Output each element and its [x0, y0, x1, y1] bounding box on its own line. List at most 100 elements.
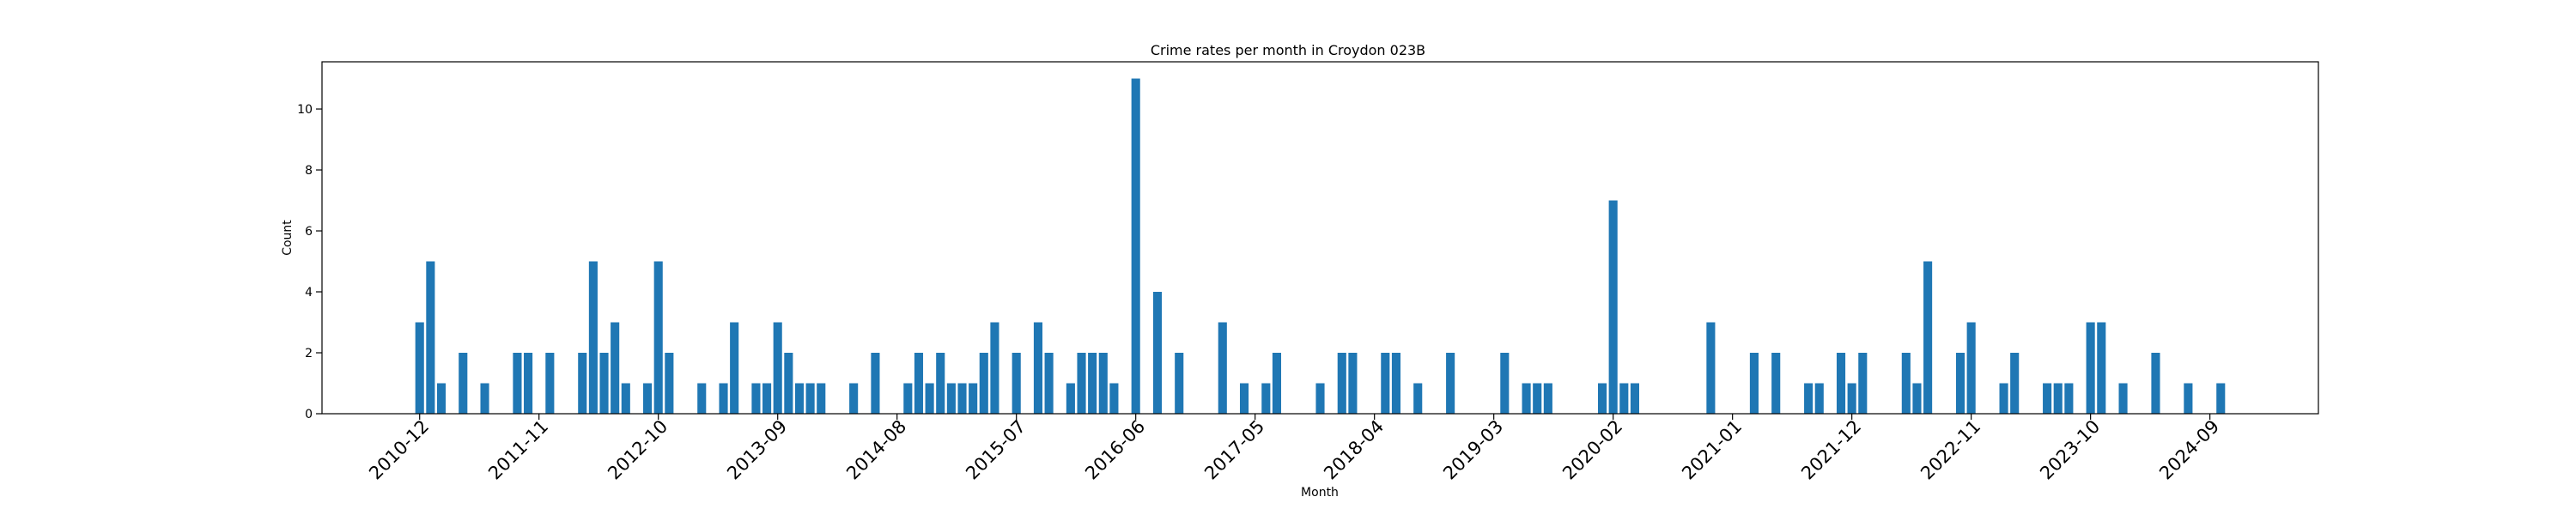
- bar: [849, 383, 859, 414]
- bar: [805, 383, 815, 414]
- bar: [1500, 353, 1510, 414]
- y-tick-label: 4: [305, 286, 313, 300]
- bar: [773, 322, 782, 414]
- x-tick-label: 2022-11: [1917, 416, 1984, 484]
- bar: [599, 353, 609, 414]
- x-tick-label: 2020-02: [1558, 416, 1626, 484]
- bar: [643, 383, 653, 414]
- x-tick-label: 2023-10: [2036, 416, 2104, 484]
- x-tick-label: 2017-05: [1200, 416, 1268, 484]
- bar: [2118, 383, 2128, 414]
- x-axis: 2010-12 2011-11 2012-10 2013-09 2014-08 2015-…: [365, 414, 2223, 484]
- x-tick-label: 2021-12: [1797, 416, 1865, 484]
- bar: [1446, 353, 1455, 414]
- bar: [2216, 383, 2226, 414]
- bar: [914, 353, 924, 414]
- bar: [1239, 383, 1249, 414]
- bar: [1804, 383, 1814, 414]
- bar: [588, 261, 598, 414]
- bar: [2097, 322, 2106, 414]
- bar: [1012, 353, 1021, 414]
- bar: [1771, 353, 1781, 414]
- bar: [784, 353, 793, 414]
- bar: [1261, 383, 1271, 414]
- bar: [1098, 353, 1108, 414]
- bar: [762, 383, 772, 414]
- bar: [1077, 353, 1086, 414]
- bar: [1923, 261, 1933, 414]
- bar: [794, 383, 805, 414]
- bar: [1706, 322, 1716, 414]
- bar: [653, 261, 663, 414]
- bar: [969, 383, 978, 414]
- bar: [946, 383, 956, 414]
- chart-title: Crime rates per month in Croydon 023B: [1151, 42, 1425, 58]
- bar: [1749, 353, 1759, 414]
- bar: [1608, 200, 1618, 414]
- bar: [436, 383, 447, 414]
- bar: [621, 383, 630, 414]
- bar: [903, 383, 913, 414]
- bar: [1175, 353, 1184, 414]
- bar: [2053, 383, 2063, 414]
- x-tick-label: 2016-06: [1081, 416, 1149, 484]
- bar: [1033, 322, 1043, 414]
- bar: [979, 353, 988, 414]
- bar: [2151, 353, 2160, 414]
- bar: [513, 353, 522, 414]
- bar: [1858, 353, 1868, 414]
- y-tick-label: 2: [305, 347, 313, 360]
- bar: [1381, 353, 1390, 414]
- bar: [1999, 383, 2008, 414]
- x-axis-label: Month: [1301, 486, 1339, 500]
- bar: [426, 261, 435, 414]
- y-tick-label: 10: [297, 103, 313, 117]
- bar: [1066, 383, 1075, 414]
- bar: [1955, 353, 1965, 414]
- bar: [1131, 78, 1140, 415]
- bar: [1619, 383, 1629, 414]
- bar: [1315, 383, 1325, 414]
- bar: [1912, 383, 1922, 414]
- bar: [1597, 383, 1607, 414]
- bar: [2086, 322, 2095, 414]
- y-tick-label: 8: [305, 164, 313, 178]
- bar: [524, 353, 533, 414]
- bar: [1836, 353, 1846, 414]
- bar: [578, 353, 587, 414]
- bar: [751, 383, 761, 414]
- bar: [990, 322, 999, 414]
- bar: [1413, 383, 1423, 414]
- x-tick-label: 2011-11: [484, 416, 552, 484]
- x-tick-label: 2013-09: [723, 416, 791, 484]
- bar: [1088, 353, 1097, 414]
- bar: [459, 353, 468, 414]
- bar: [957, 383, 967, 414]
- bar: [1391, 353, 1401, 414]
- bar: [1966, 322, 1976, 414]
- bar: [1543, 383, 1552, 414]
- bar: [545, 353, 555, 414]
- bar: [1847, 383, 1856, 414]
- x-tick-label: 2021-01: [1678, 416, 1746, 484]
- bar: [1218, 322, 1227, 414]
- bar: [817, 383, 826, 414]
- y-axis: 0 2 4 6 8 10: [297, 103, 322, 421]
- x-tick-label: 2014-08: [842, 416, 910, 484]
- x-tick-label: 2010-12: [365, 416, 433, 484]
- bar: [1522, 383, 1531, 414]
- y-axis-label: Count: [281, 220, 295, 256]
- x-tick-label: 2018-04: [1320, 416, 1388, 484]
- x-tick-label: 2024-09: [2155, 416, 2223, 484]
- bar: [1533, 383, 1542, 414]
- bar: [665, 353, 674, 414]
- bar: [1630, 383, 1639, 414]
- plot-frame: [321, 61, 2319, 415]
- bar: [2184, 383, 2193, 414]
- bar: [1901, 353, 1911, 414]
- bar: [719, 383, 728, 414]
- x-tick-label: 2015-07: [962, 416, 1030, 484]
- bar: [480, 383, 489, 414]
- bar: [1337, 353, 1346, 414]
